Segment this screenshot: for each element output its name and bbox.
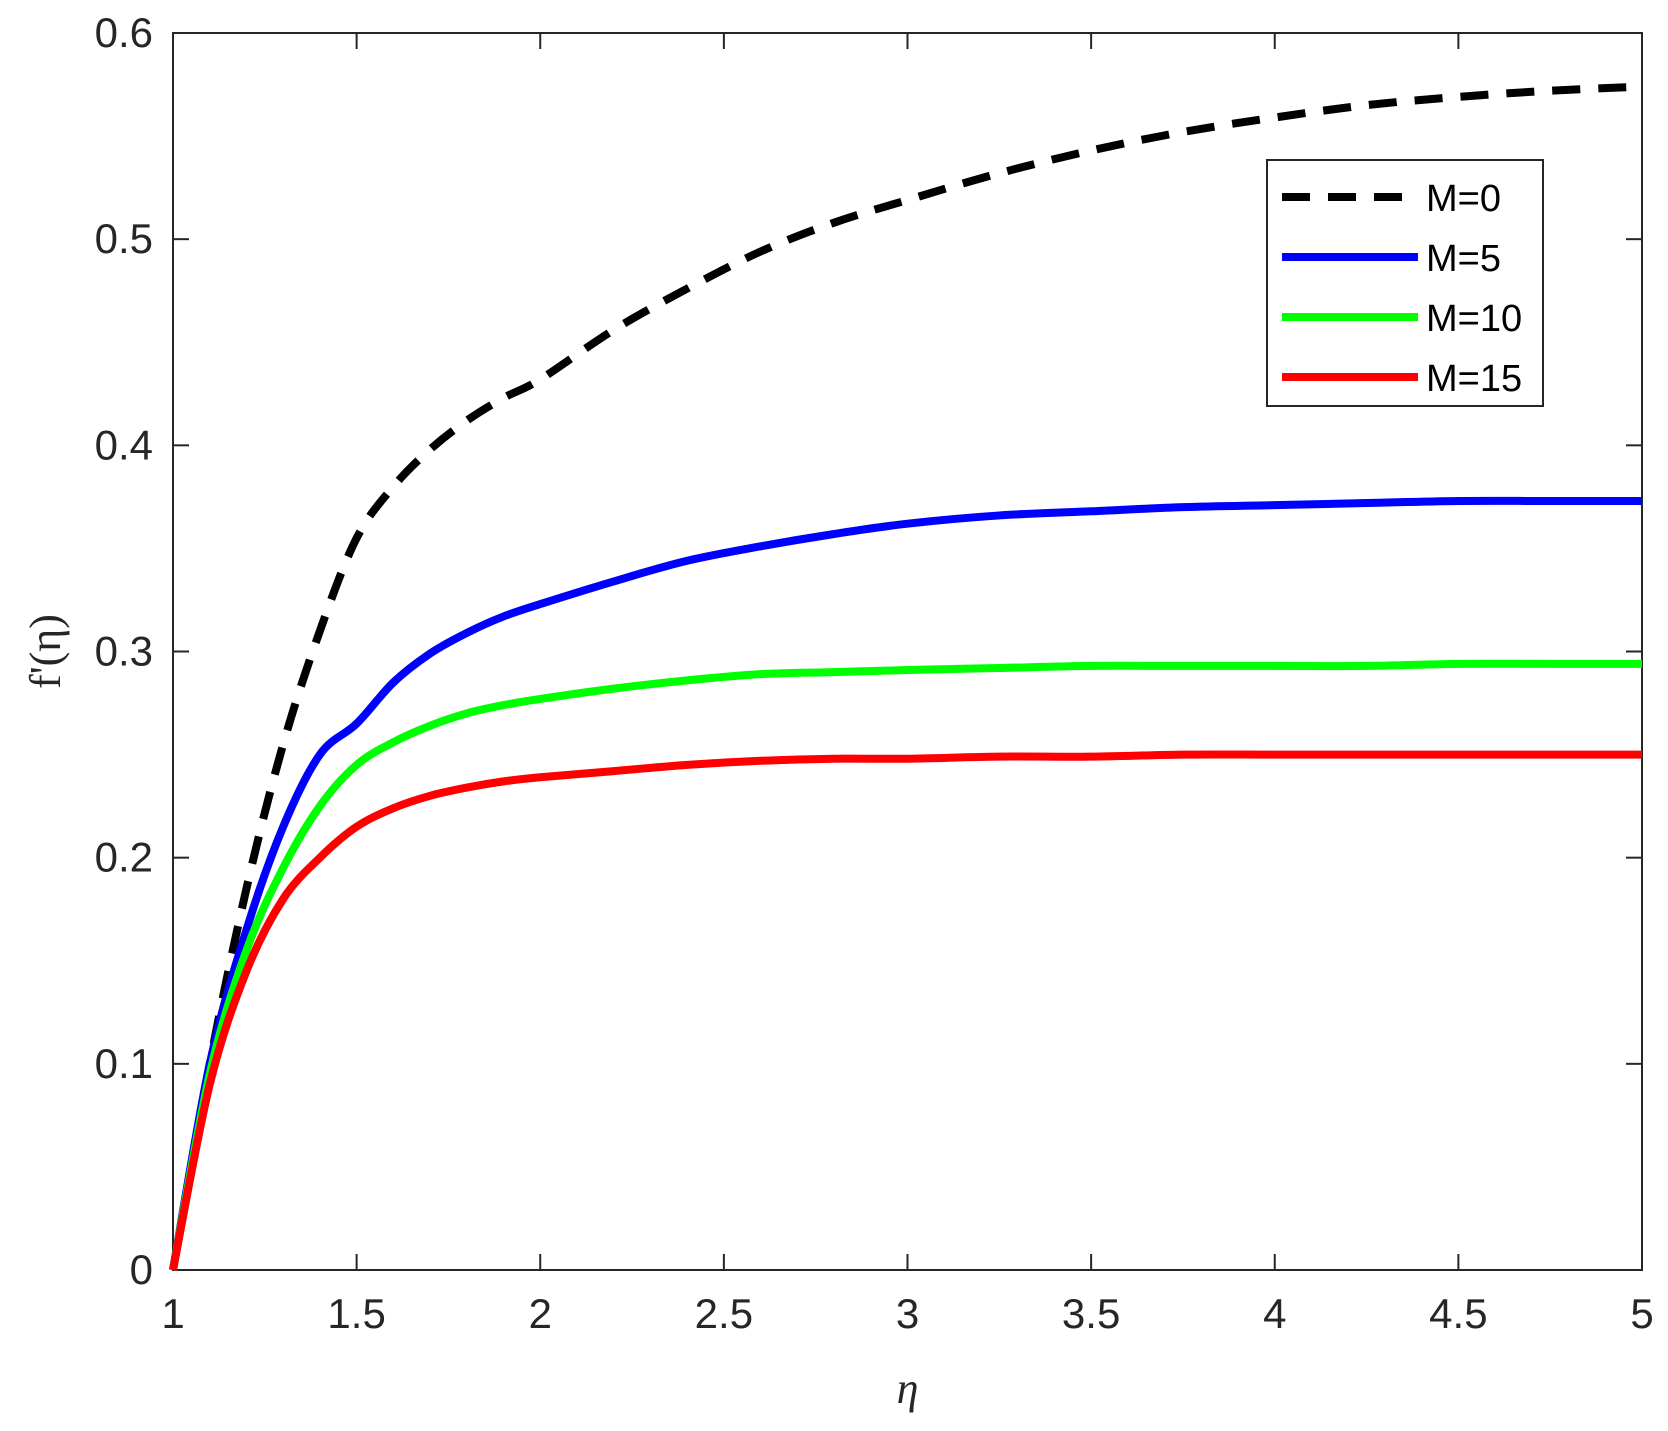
y-tick-label: 0.2 — [95, 834, 153, 881]
legend-label-3: M=10 — [1426, 298, 1522, 340]
y-tick-label: 0.4 — [95, 421, 153, 468]
series-line-1 — [169, 82, 1643, 1271]
x-tick-label: 1 — [161, 1290, 184, 1337]
legend-label-1: M=0 — [1426, 178, 1501, 220]
y-axis-label: f'(η) — [21, 614, 70, 689]
y-tick-label: 0 — [130, 1246, 153, 1293]
x-tick-label: 4 — [1263, 1290, 1286, 1337]
y-tick-label: 0.3 — [95, 628, 153, 675]
x-tick-label: 4.5 — [1429, 1290, 1487, 1337]
y-tick-label: 0.6 — [95, 9, 153, 56]
y-tick-label: 0.5 — [95, 215, 153, 262]
series-line-4 — [169, 750, 1642, 1271]
x-tick-label: 2 — [529, 1290, 552, 1337]
x-axis-label: η — [897, 1364, 919, 1413]
x-tick-label: 3.5 — [1062, 1290, 1120, 1337]
x-tick-label: 1.5 — [327, 1290, 385, 1337]
series-line-2 — [169, 496, 1642, 1271]
legend-box — [1266, 159, 1544, 407]
legend-label-2: M=5 — [1426, 238, 1501, 280]
legend-label-4: M=15 — [1426, 358, 1522, 400]
x-tick-label: 3 — [896, 1290, 919, 1337]
y-tick-label: 0.1 — [95, 1040, 153, 1087]
x-tick-label: 2.5 — [695, 1290, 753, 1337]
series-line-3 — [169, 659, 1642, 1271]
x-tick-label: 5 — [1630, 1290, 1653, 1337]
